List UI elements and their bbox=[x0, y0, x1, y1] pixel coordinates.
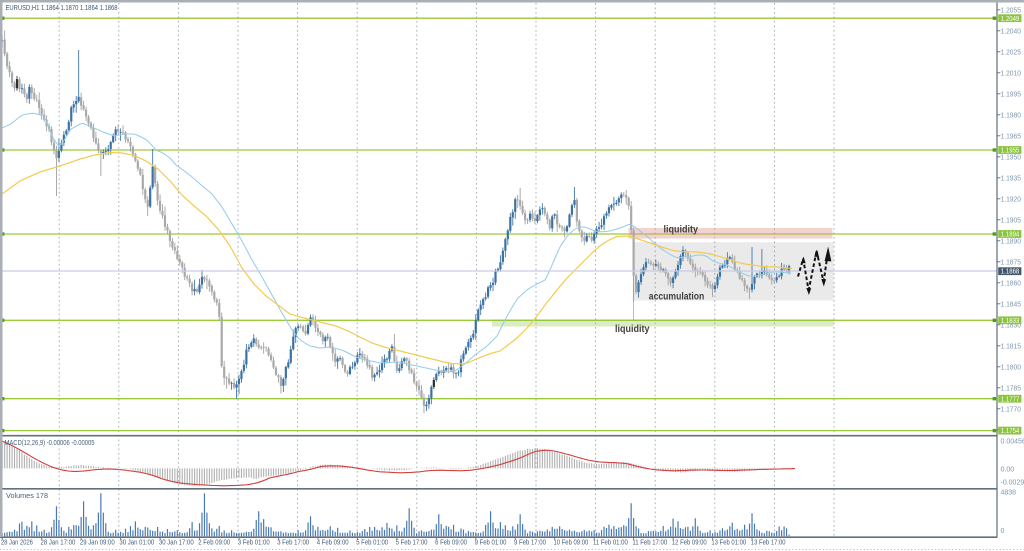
svg-text:1.1800: 1.1800 bbox=[1001, 364, 1022, 371]
svg-text:9 Feb 01:00: 9 Feb 01:00 bbox=[475, 539, 507, 546]
svg-text:1.1833: 1.1833 bbox=[1001, 318, 1020, 325]
svg-text:6 Feb 09:00: 6 Feb 09:00 bbox=[435, 539, 467, 546]
svg-text:11 Feb 01:00: 11 Feb 01:00 bbox=[593, 539, 628, 546]
svg-text:1.1754: 1.1754 bbox=[1001, 428, 1020, 435]
svg-text:3 Feb 17:00: 3 Feb 17:00 bbox=[277, 539, 309, 546]
svg-text:10 Feb 09:00: 10 Feb 09:00 bbox=[554, 539, 589, 546]
svg-text:28 Jan 17:00: 28 Jan 17:00 bbox=[41, 539, 76, 546]
svg-text:1.2055: 1.2055 bbox=[1001, 7, 1022, 14]
svg-text:EURUSD,H1 1.1864 1.1870 1.186: EURUSD,H1 1.1864 1.1870 1.1864 1.1868 bbox=[6, 3, 118, 12]
svg-text:MACD(12,26,9) -0.00006 -0.0000: MACD(12,26,9) -0.00006 -0.00005 bbox=[5, 438, 95, 447]
svg-text:1.1894: 1.1894 bbox=[1001, 232, 1020, 239]
svg-text:1.1777: 1.1777 bbox=[1001, 396, 1020, 403]
svg-text:liquidity: liquidity bbox=[615, 324, 650, 335]
svg-text:1.2040: 1.2040 bbox=[1001, 28, 1022, 35]
svg-text:-0.00295: -0.00295 bbox=[1001, 479, 1024, 486]
svg-text:9 Feb 17:00: 9 Feb 17:00 bbox=[514, 539, 546, 546]
svg-text:4 Feb 09:00: 4 Feb 09:00 bbox=[317, 539, 349, 546]
svg-text:1.1815: 1.1815 bbox=[1001, 343, 1022, 350]
svg-text:0.00456: 0.00456 bbox=[1001, 438, 1024, 445]
svg-text:1.1955: 1.1955 bbox=[1001, 148, 1020, 155]
svg-text:29 Jan 09:00: 29 Jan 09:00 bbox=[80, 539, 115, 546]
svg-text:liquidity: liquidity bbox=[664, 224, 699, 235]
svg-text:0: 0 bbox=[1001, 528, 1005, 535]
svg-text:5 Feb 01:00: 5 Feb 01:00 bbox=[356, 539, 388, 546]
svg-text:1.1920: 1.1920 bbox=[1001, 196, 1022, 203]
svg-text:4838: 4838 bbox=[1001, 489, 1017, 496]
svg-text:accumulation: accumulation bbox=[649, 292, 705, 303]
svg-text:1.1890: 1.1890 bbox=[1001, 238, 1022, 245]
svg-text:5 Feb 17:00: 5 Feb 17:00 bbox=[396, 539, 428, 546]
svg-text:1.1845: 1.1845 bbox=[1001, 301, 1022, 308]
svg-text:1.2010: 1.2010 bbox=[1001, 70, 1022, 77]
svg-text:30 Jan 01:00: 30 Jan 01:00 bbox=[119, 539, 154, 546]
svg-text:0.00: 0.00 bbox=[1001, 466, 1015, 473]
svg-text:3 Feb 01:00: 3 Feb 01:00 bbox=[238, 539, 270, 546]
svg-text:1.1995: 1.1995 bbox=[1001, 91, 1022, 98]
svg-text:12 Feb 09:00: 12 Feb 09:00 bbox=[672, 539, 707, 546]
svg-text:1.1980: 1.1980 bbox=[1001, 112, 1022, 119]
svg-text:1.1868: 1.1868 bbox=[1001, 269, 1020, 276]
svg-text:1.2049: 1.2049 bbox=[1001, 16, 1020, 23]
svg-text:1.1950: 1.1950 bbox=[1001, 154, 1022, 161]
svg-text:1.1860: 1.1860 bbox=[1001, 280, 1022, 287]
svg-text:Volumes 178: Volumes 178 bbox=[6, 491, 48, 500]
svg-text:30 Jan 17:00: 30 Jan 17:00 bbox=[159, 539, 194, 546]
svg-text:13 Feb 01:00: 13 Feb 01:00 bbox=[711, 539, 746, 546]
svg-text:1.1875: 1.1875 bbox=[1001, 259, 1022, 266]
svg-text:13 Feb 17:00: 13 Feb 17:00 bbox=[751, 539, 786, 546]
svg-text:1.1830: 1.1830 bbox=[1001, 322, 1022, 329]
svg-text:1.1770: 1.1770 bbox=[1001, 406, 1022, 413]
svg-text:1.1935: 1.1935 bbox=[1001, 175, 1022, 182]
svg-text:28 Jan 2026: 28 Jan 2026 bbox=[1, 539, 33, 546]
svg-text:1.1965: 1.1965 bbox=[1001, 133, 1022, 140]
svg-text:1.2025: 1.2025 bbox=[1001, 49, 1022, 56]
svg-text:1.1905: 1.1905 bbox=[1001, 217, 1022, 224]
svg-text:2 Feb 09:00: 2 Feb 09:00 bbox=[198, 539, 230, 546]
svg-text:11 Feb 17:00: 11 Feb 17:00 bbox=[632, 539, 667, 546]
svg-text:1.1785: 1.1785 bbox=[1001, 385, 1022, 392]
